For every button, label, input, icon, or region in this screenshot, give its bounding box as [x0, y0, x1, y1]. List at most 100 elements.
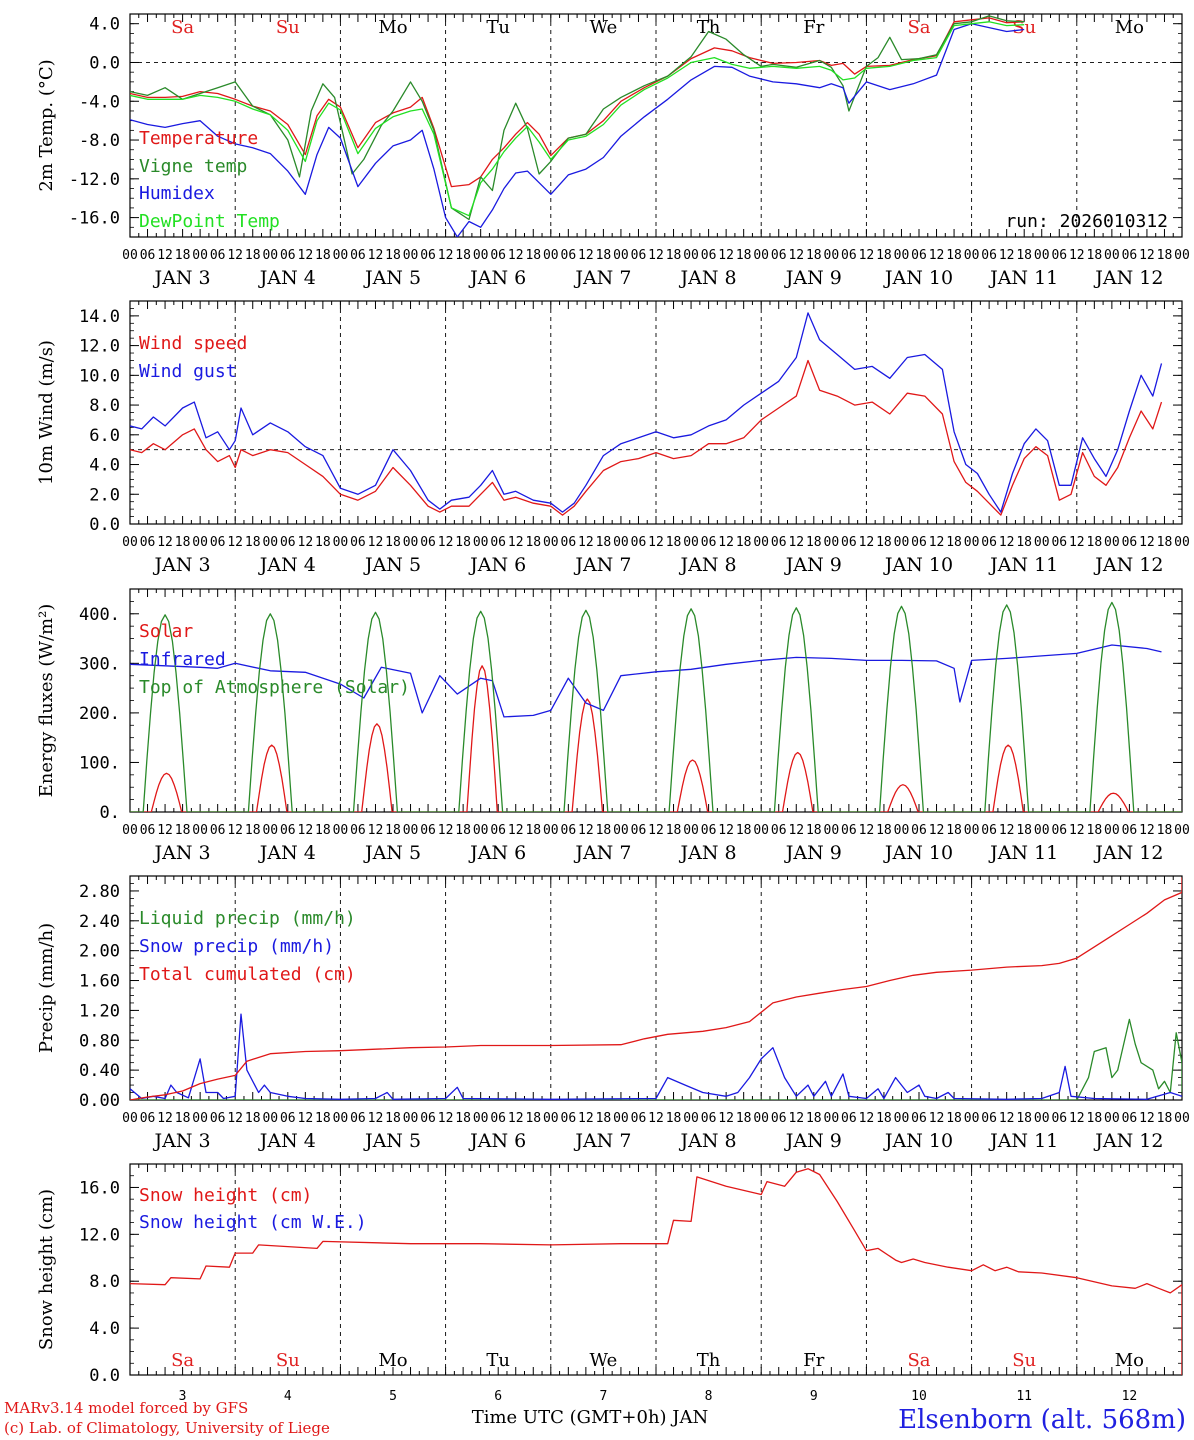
y-tick-label: 4.0 — [89, 1319, 120, 1339]
y-tick-label: 0.40 — [79, 1061, 120, 1081]
legend-entry: Snow precip (mm/h) — [139, 936, 334, 957]
x-hour-label: 18 — [1087, 1111, 1103, 1126]
panel-3: 400. 300. 200. 100. 0. Energy fluxes (W/m²) 00… — [36, 588, 1190, 864]
series-line-snow-height-cm — [130, 1168, 1182, 1375]
x-hour-label: 12 — [929, 535, 945, 550]
x-hour-label: 00 — [543, 1111, 559, 1126]
x-hour-label: 06 — [771, 535, 787, 550]
x-day-label: JAN 6 — [468, 267, 526, 289]
x-day-number: 7 — [599, 1389, 607, 1404]
x-day-label: JAN 11 — [988, 267, 1058, 289]
x-hour-label: 12 — [648, 1111, 664, 1126]
x-hour-label: 18 — [736, 248, 752, 263]
x-hour-label: 06 — [490, 823, 506, 838]
x-day-label: JAN 10 — [883, 267, 953, 289]
x-hour-label: 18 — [946, 248, 962, 263]
x-hour-label: 12 — [718, 1111, 734, 1126]
y-axis-title: Precip (mm/h) — [36, 923, 57, 1053]
x-day-label: JAN 9 — [784, 1130, 842, 1152]
x-hour-label: 06 — [631, 248, 647, 263]
x-hour-label: 06 — [350, 248, 366, 263]
x-hour-label: 00 — [122, 1111, 138, 1126]
x-hour-label: 12 — [718, 823, 734, 838]
x-hour-label: 18 — [175, 823, 191, 838]
series-line-dewpoint-temp — [130, 21, 1025, 217]
x-hour-label: 18 — [315, 535, 331, 550]
x-hour-label: 18 — [1157, 535, 1173, 550]
x-hour-label: 00 — [1104, 248, 1120, 263]
x-hour-label: 18 — [315, 248, 331, 263]
x-hour-label: 00 — [683, 1111, 699, 1126]
x-hour-label: 18 — [876, 823, 892, 838]
x-hour-label: 18 — [245, 1111, 261, 1126]
x-hour-label: 00 — [1174, 248, 1190, 263]
x-hour-label: 00 — [753, 823, 769, 838]
x-day-label: JAN 8 — [679, 842, 737, 864]
x-hour-label: 00 — [1034, 535, 1050, 550]
x-hour-label: 12 — [227, 823, 243, 838]
y-tick-label: 4.0 — [89, 456, 120, 476]
x-hour-label: 00 — [192, 1111, 208, 1126]
x-hour-label: 12 — [1069, 248, 1085, 263]
x-day-label: JAN 4 — [258, 267, 316, 289]
x-hour-label: 00 — [543, 823, 559, 838]
x-hour-label: 06 — [280, 823, 296, 838]
y-tick-label: 12.0 — [79, 1225, 120, 1245]
x-hour-label: 06 — [210, 248, 226, 263]
x-hour-label: 00 — [1174, 1111, 1190, 1126]
weekday-label: Sa — [907, 17, 930, 38]
weekday-label: Fr — [803, 1350, 824, 1371]
x-hour-label: 12 — [1069, 1111, 1085, 1126]
series-group — [130, 601, 1182, 812]
legend-entry: Total cumulated (cm) — [139, 964, 356, 985]
x-hour-label: 00 — [192, 823, 208, 838]
x-hour-label: 00 — [964, 1111, 980, 1126]
x-hour-label: 12 — [368, 248, 384, 263]
x-hour-label: 06 — [210, 1111, 226, 1126]
series-line-wind-gust — [130, 312, 1163, 513]
x-hour-label: 18 — [806, 535, 822, 550]
x-hour-label: 12 — [788, 1111, 804, 1126]
x-hour-label: 06 — [981, 823, 997, 838]
x-hour-label: 00 — [403, 823, 419, 838]
weekday-label: Su — [1012, 17, 1036, 38]
x-hour-label: 06 — [1051, 823, 1067, 838]
x-hour-label: 00 — [894, 1111, 910, 1126]
x-hour-label: 06 — [911, 535, 927, 550]
x-day-label: JAN 12 — [1093, 554, 1163, 576]
x-hour-label: 06 — [841, 535, 857, 550]
y-tick-label: 100. — [79, 753, 120, 773]
legend-entry: Snow height (cm) — [139, 1185, 312, 1206]
y-tick-label: 16.0 — [79, 1178, 120, 1198]
x-day-label: JAN 3 — [153, 1130, 211, 1152]
weekday-label: Mo — [378, 1350, 407, 1371]
x-day-label: JAN 8 — [679, 1130, 737, 1152]
x-hour-label: 00 — [824, 823, 840, 838]
x-hour-label: 00 — [1034, 248, 1050, 263]
x-hour-label: 18 — [806, 248, 822, 263]
y-tick-label: 14.0 — [79, 307, 120, 327]
legend-entry: Vigne temp — [139, 156, 247, 177]
x-hour-label: 12 — [298, 248, 314, 263]
x-hour-label: 00 — [683, 823, 699, 838]
series-line-humidex — [130, 23, 1025, 237]
x-hour-label: 18 — [946, 823, 962, 838]
x-hour-label: 18 — [1016, 1111, 1032, 1126]
x-hour-label: 06 — [701, 535, 717, 550]
x-hour-label: 18 — [455, 823, 471, 838]
weekday-label: Th — [697, 1350, 721, 1371]
weekday-label: Th — [697, 17, 721, 38]
x-hour-label: 06 — [490, 535, 506, 550]
x-hour-label: 06 — [701, 248, 717, 263]
x-hour-label: 00 — [192, 248, 208, 263]
x-axis-title: Time UTC (GMT+0h) JAN — [472, 1407, 709, 1428]
legend-entry: Infrared — [139, 649, 226, 670]
x-hour-label: 00 — [964, 248, 980, 263]
x-hour-label: 06 — [701, 823, 717, 838]
x-hour-label: 00 — [1104, 1111, 1120, 1126]
x-day-label: JAN 6 — [468, 1130, 526, 1152]
x-hour-label: 06 — [631, 823, 647, 838]
x-day-label: JAN 4 — [258, 1130, 316, 1152]
y-tick-label: 12.0 — [79, 337, 120, 357]
x-hour-label: 00 — [543, 248, 559, 263]
